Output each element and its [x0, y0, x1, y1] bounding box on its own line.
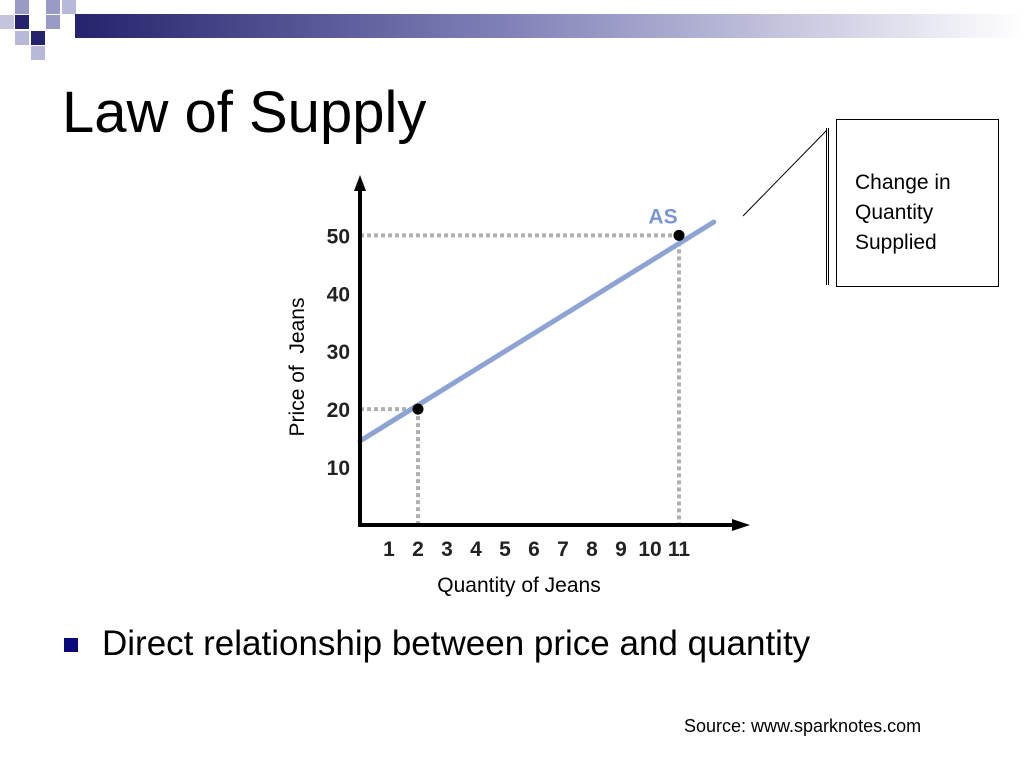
data-point	[412, 403, 424, 415]
chart-ticks: 1 2 3 4 5 6 7 8 9 10 11 10 20 30 40 50	[327, 225, 691, 561]
corner-square	[31, 46, 45, 60]
callout-line: Supplied	[855, 231, 937, 254]
y-tick-label: 30	[327, 341, 350, 364]
corner-square	[62, 0, 76, 14]
callout-bar	[826, 128, 829, 285]
callout-connector-line	[742, 129, 828, 217]
corner-square	[46, 0, 60, 14]
corner-square	[15, 31, 29, 45]
x-tick-label: 10	[638, 538, 661, 561]
x-tick-label: 6	[528, 538, 540, 561]
data-point	[673, 229, 685, 241]
slide-title: Law of Supply	[62, 80, 427, 145]
corner-square	[15, 15, 29, 29]
x-tick-label: 4	[470, 538, 482, 561]
callout-box: Change in Quantity Supplied	[836, 119, 999, 287]
corner-square	[46, 15, 60, 29]
corner-square	[15, 0, 29, 14]
x-tick-label: 1	[383, 538, 395, 561]
bullet-item: Direct relationship between price and qu…	[64, 622, 810, 666]
corner-square	[31, 31, 45, 45]
x-tick-label: 5	[499, 538, 511, 561]
y-axis-arrowhead	[354, 175, 366, 191]
bullet-text: Direct relationship between price and qu…	[102, 624, 811, 663]
x-tick-label: 8	[586, 538, 598, 561]
chart-axes	[354, 175, 750, 531]
title-rule	[75, 14, 1024, 38]
y-tick-label: 40	[327, 283, 350, 306]
x-tick-label: 2	[412, 538, 424, 561]
corner-decoration	[0, 0, 76, 60]
x-axis-title: Quantity of Jeans	[437, 574, 600, 597]
supply-chart: 1 2 3 4 5 6 7 8 9 10 11 10 20 30 40 50 AS Quantity of J…	[286, 175, 750, 597]
corner-square	[0, 15, 14, 29]
callout-text: Change in Quantity Supplied	[855, 168, 995, 258]
x-tick-label: 3	[441, 538, 453, 561]
y-axis-title: Price of Jeans	[286, 298, 309, 437]
callout-line: Quantity	[855, 201, 934, 224]
chart-series	[357, 219, 717, 444]
callout-line: Change in	[855, 171, 951, 194]
x-axis-arrowhead	[732, 519, 750, 531]
x-tick-label: 11	[668, 538, 691, 561]
y-tick-label: 10	[327, 457, 350, 480]
y-tick-label: 20	[327, 399, 350, 422]
chart-guides	[360, 233, 681, 525]
x-tick-label: 9	[615, 538, 627, 561]
series-label: AS	[648, 205, 677, 228]
x-tick-label: 7	[557, 538, 569, 561]
square-bullet-icon	[64, 638, 78, 652]
source-citation: Source: www.sparknotes.com	[684, 716, 922, 736]
y-tick-label: 50	[327, 225, 350, 248]
